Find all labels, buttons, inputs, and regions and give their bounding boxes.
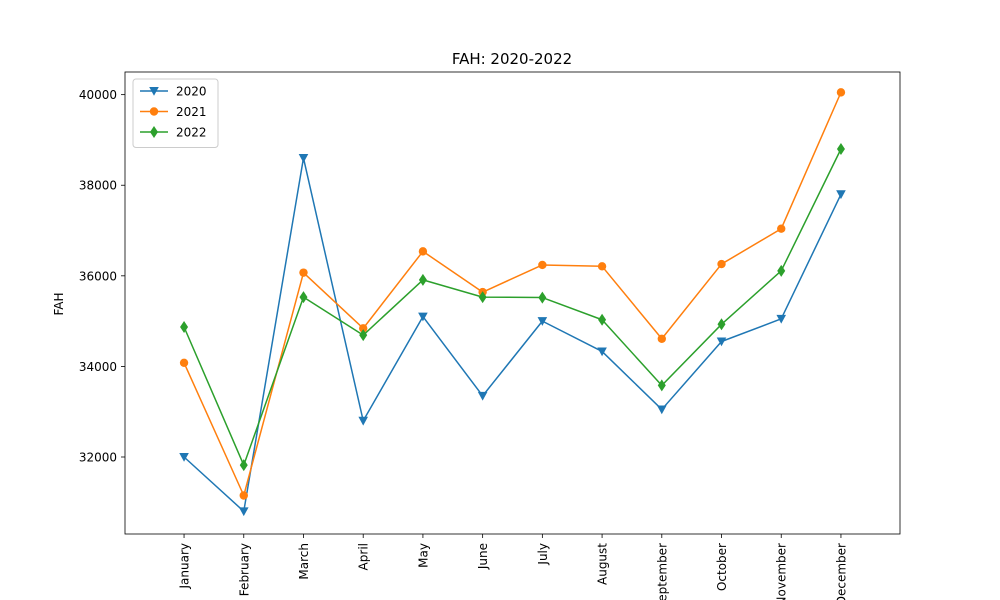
x-tick-label: March <box>297 543 311 580</box>
data-point-2022 <box>836 143 845 155</box>
data-point-2020 <box>477 391 488 401</box>
x-tick-label: April <box>357 543 371 570</box>
series-line-2020 <box>183 157 842 513</box>
data-point-2022 <box>180 321 189 334</box>
series-2021 <box>179 88 846 500</box>
y-tick-label: 38000 <box>79 179 117 193</box>
y-tick-label: 34000 <box>79 360 117 374</box>
data-point-2022 <box>478 291 487 304</box>
data-point-2020 <box>238 507 249 517</box>
data-point-2022 <box>717 318 726 331</box>
plot-area: 32000 34000 36000 38000 40000 January February… <box>79 71 901 600</box>
data-point-2022 <box>239 459 248 472</box>
legend-label: 2022 <box>176 126 207 140</box>
x-tick-label: November <box>775 543 789 600</box>
chart-title: FAH: 2020-2022 <box>452 50 572 68</box>
data-point-2021 <box>239 491 248 500</box>
data-point-2022 <box>657 379 666 392</box>
data-point-2022 <box>299 291 308 304</box>
data-point-2022 <box>777 264 786 277</box>
legend-marker <box>149 107 159 116</box>
data-point-2021 <box>359 324 368 333</box>
data-point-2021 <box>538 260 547 270</box>
x-tick-label: June <box>476 543 490 570</box>
series-2020 <box>179 154 846 517</box>
data-point-2020 <box>836 190 846 200</box>
x-tick-label: September <box>655 543 669 600</box>
y-tick-label: 36000 <box>79 269 117 283</box>
data-point-2021 <box>418 247 428 256</box>
data-point-2020 <box>716 337 727 347</box>
data-point-2020 <box>537 317 548 326</box>
axes-frame <box>124 71 901 535</box>
x-tick-label: January <box>178 543 192 590</box>
x-tick-label: February <box>237 543 251 596</box>
series-2022 <box>180 143 845 472</box>
data-point-2021 <box>836 88 846 97</box>
data-point-2020 <box>418 312 428 322</box>
data-point-2022 <box>418 273 427 286</box>
data-point-2022 <box>538 291 547 304</box>
series-line-2022 <box>183 148 842 466</box>
legend-marker <box>149 87 159 96</box>
x-tick-label: December <box>834 543 848 600</box>
data-point-2020 <box>656 405 667 415</box>
y-axis-label: FAH <box>52 292 66 315</box>
data-point-2020 <box>776 314 787 324</box>
data-point-2020 <box>597 347 607 357</box>
data-point-2021 <box>717 259 726 269</box>
data-point-2021 <box>657 334 666 343</box>
x-tick-label: May <box>416 543 430 568</box>
x-tick-label: July <box>536 543 550 566</box>
legend-marker <box>150 126 158 138</box>
data-point-2020 <box>358 416 369 426</box>
data-point-2021 <box>179 358 189 367</box>
series-line-2021 <box>183 92 842 497</box>
data-point-2020 <box>298 154 309 163</box>
data-point-2022 <box>598 313 607 326</box>
x-tick-label: August <box>596 543 610 585</box>
data-point-2021 <box>777 224 786 233</box>
data-point-2021 <box>597 262 607 271</box>
y-tick-label: 32000 <box>79 451 117 465</box>
legend-label: 2020 <box>176 85 207 99</box>
x-tick-label: October <box>715 543 729 591</box>
series-group <box>179 88 846 517</box>
legend-label: 2021 <box>176 105 207 119</box>
data-point-2020 <box>179 453 189 462</box>
data-point-2021 <box>299 268 308 277</box>
legend: 2020 2021 2022 <box>132 78 219 148</box>
data-point-2022 <box>359 329 368 342</box>
y-tick-label: 40000 <box>79 88 117 102</box>
